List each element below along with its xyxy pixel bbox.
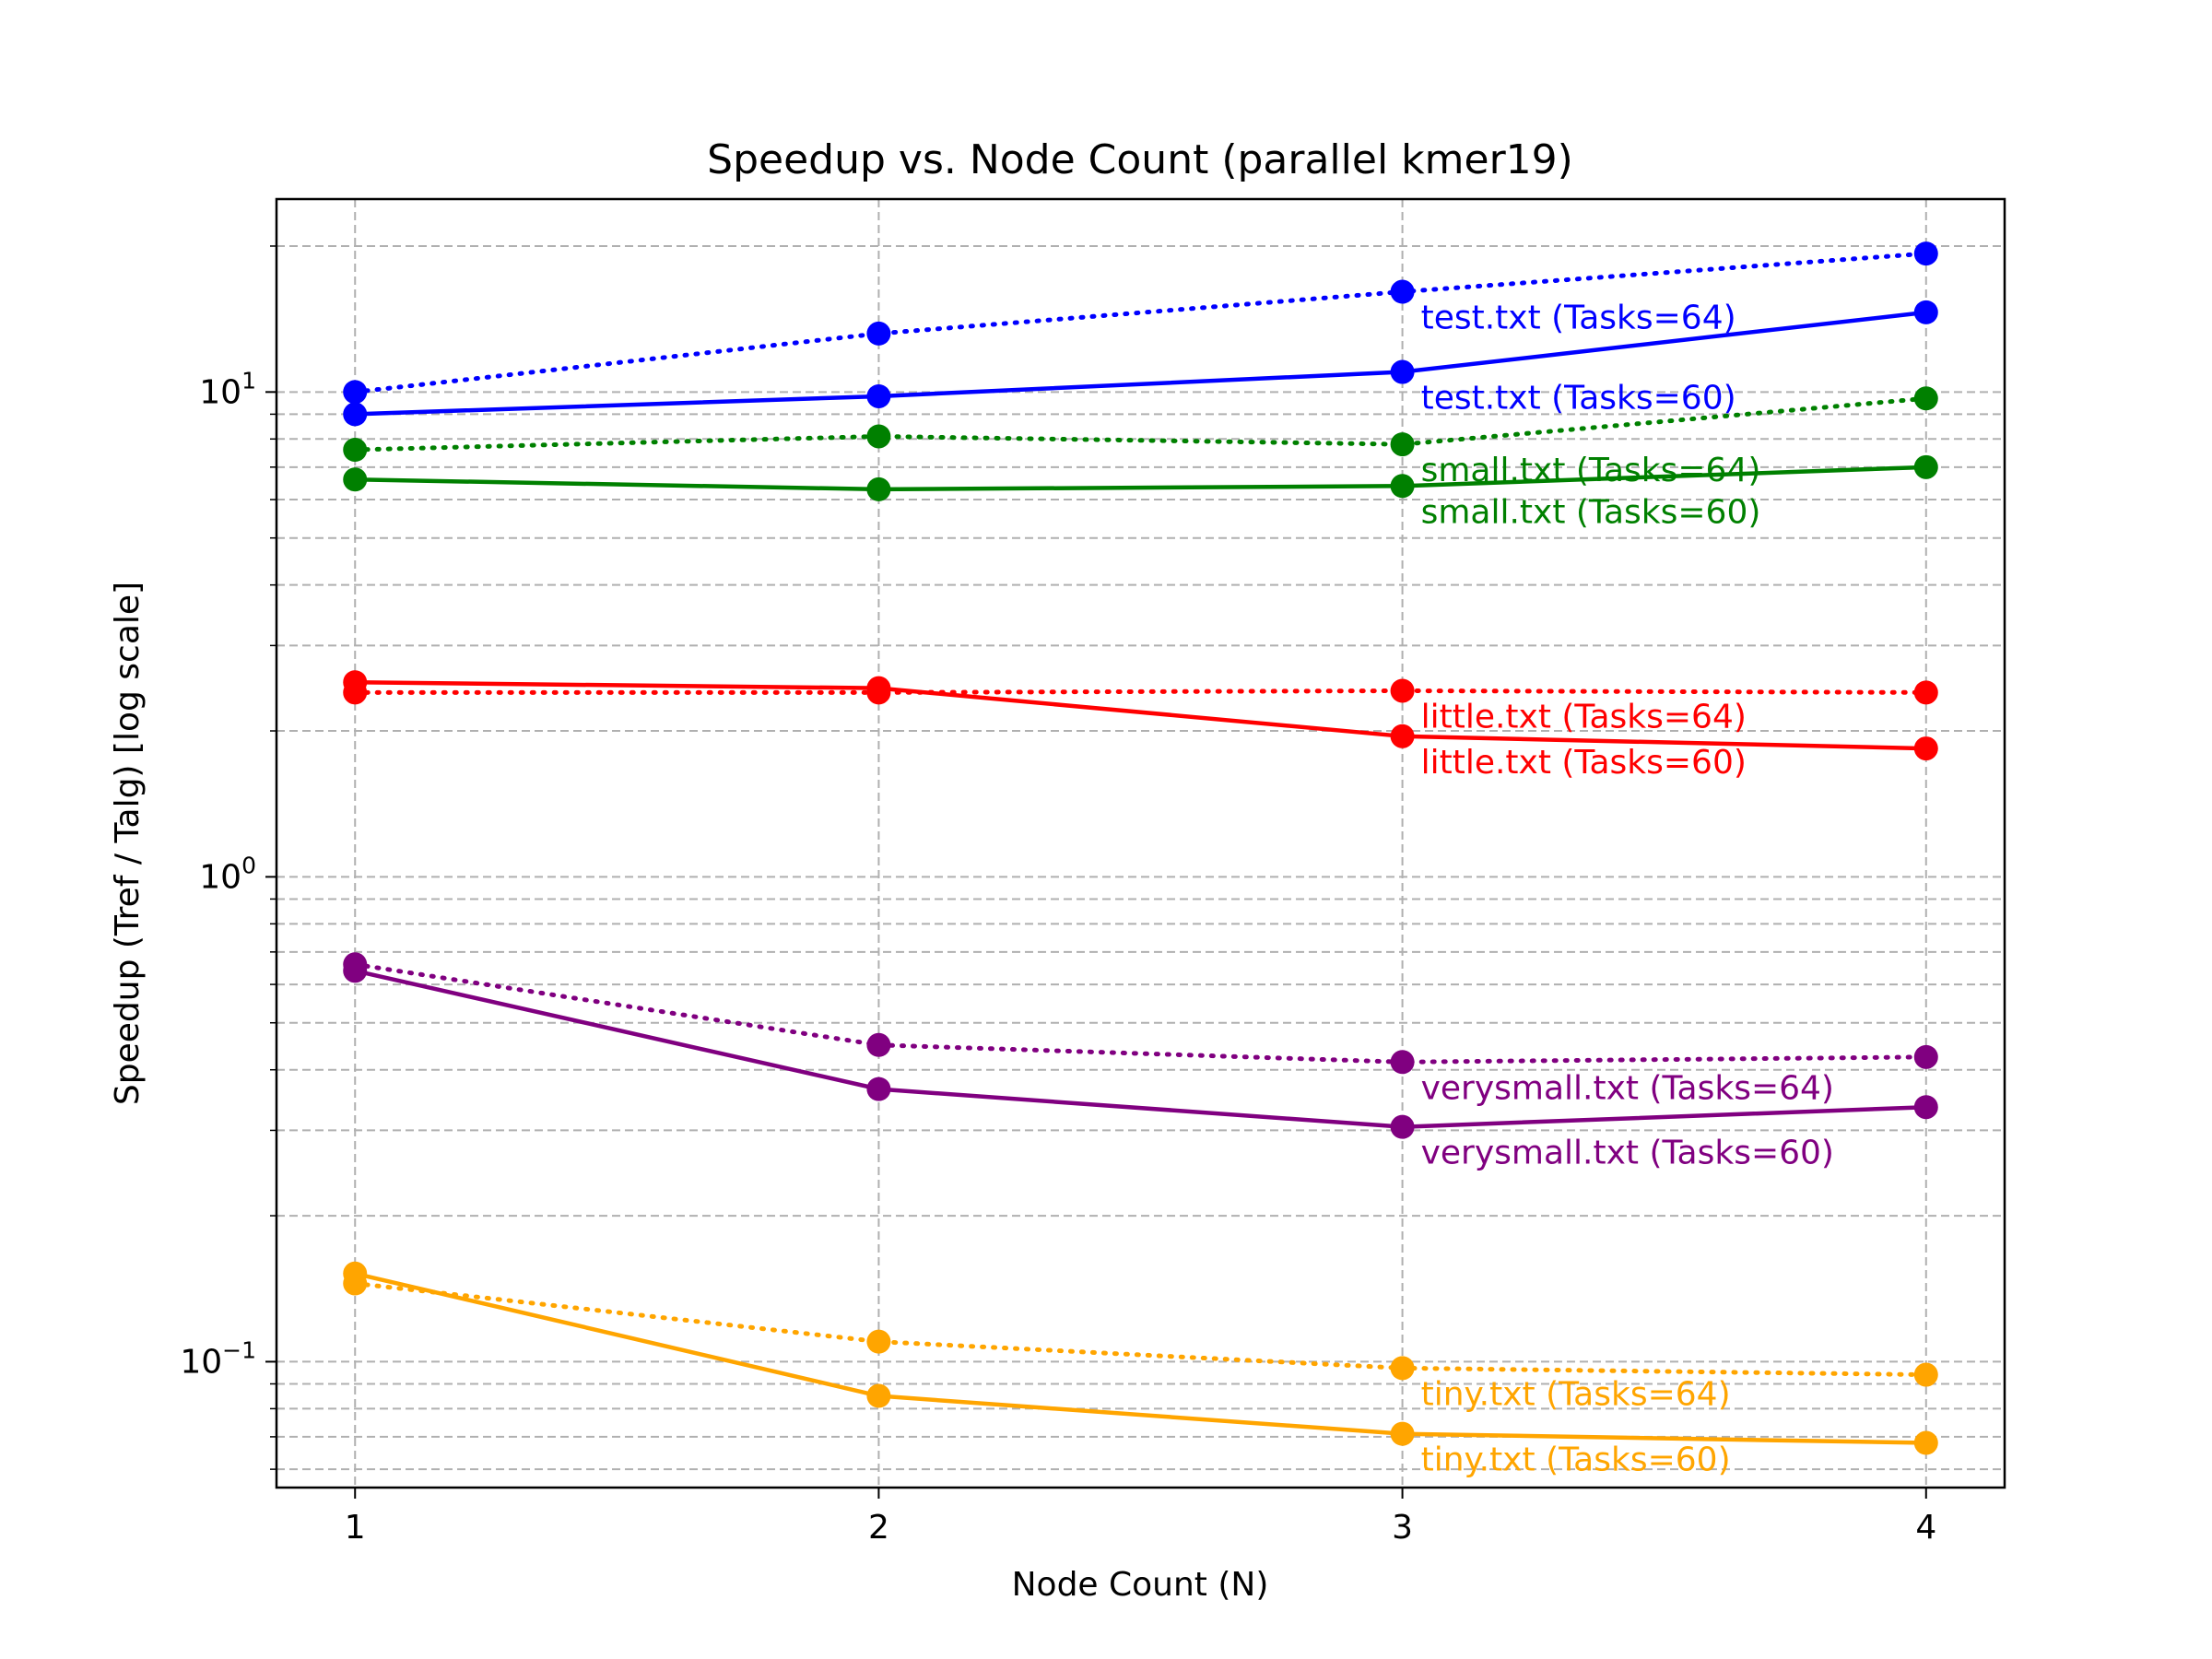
series-line xyxy=(352,961,1929,1065)
y-axis-label: Speedup (Tref / Talg) [log scale] xyxy=(109,582,147,1105)
series-3 xyxy=(343,454,1938,501)
data-point xyxy=(1390,1050,1415,1075)
series-label: test.txt (Tasks=64) xyxy=(1421,300,1736,337)
series-label: verysmall.txt (Tasks=60) xyxy=(1421,1135,1834,1172)
data-point xyxy=(1390,724,1415,748)
data-point xyxy=(866,1032,891,1057)
data-point xyxy=(1913,300,1938,324)
series-label-group: test.txt (Tasks=64) test.txt (Tasks=60) sm… xyxy=(1421,300,1834,1479)
series-5 xyxy=(343,670,1938,761)
data-point xyxy=(1913,241,1938,266)
data-point xyxy=(1390,432,1415,457)
series-line xyxy=(355,310,1927,417)
series-label: small.txt (Tasks=64) xyxy=(1421,452,1761,489)
plot-frame xyxy=(275,197,2006,1489)
series-label: small.txt (Tasks=60) xyxy=(1421,493,1761,531)
data-point xyxy=(1913,736,1938,761)
data-point xyxy=(1390,359,1415,384)
series-label: verysmall.txt (Tasks=64) xyxy=(1421,1069,1834,1107)
data-point xyxy=(1390,1356,1415,1381)
x-axis-label: Node Count (N) xyxy=(1012,1566,1269,1604)
series-line xyxy=(352,1281,1929,1378)
data-point xyxy=(1913,454,1938,479)
series-line xyxy=(355,465,1926,492)
data-point xyxy=(1390,279,1415,304)
x-tick-label: 2 xyxy=(868,1509,889,1547)
series-1 xyxy=(343,300,1938,427)
data-point xyxy=(866,1077,891,1101)
data-point xyxy=(1913,1095,1938,1120)
series-label: test.txt (Tasks=60) xyxy=(1421,380,1736,418)
x-tick-label: 1 xyxy=(345,1509,366,1547)
y-tick-label: 100 xyxy=(199,852,256,896)
x-tick-label: 4 xyxy=(1915,1509,1936,1547)
data-point xyxy=(1390,1421,1415,1446)
series-7 xyxy=(343,959,1938,1139)
grid-lines xyxy=(276,199,2005,1488)
series-label: little.txt (Tasks=60) xyxy=(1421,744,1747,782)
y-tick-base: 10 xyxy=(180,1343,222,1381)
data-point xyxy=(343,380,368,405)
data-point xyxy=(866,1329,891,1354)
data-point xyxy=(343,438,368,463)
series-0 xyxy=(343,241,1938,405)
series-line xyxy=(354,969,1926,1129)
x-axis-ticks: 1 2 3 4 xyxy=(345,1488,1936,1547)
data-point xyxy=(343,467,368,492)
x-tick-label: 3 xyxy=(1392,1509,1413,1547)
data-point xyxy=(866,424,891,449)
y-tick-base: 10 xyxy=(199,373,241,411)
data-point xyxy=(866,321,891,346)
data-point xyxy=(866,1383,891,1408)
series-label: tiny.txt (Tasks=60) xyxy=(1421,1441,1731,1479)
data-point xyxy=(1913,1430,1938,1455)
data-point xyxy=(866,477,891,501)
series-group xyxy=(343,241,1938,1455)
series-line xyxy=(355,679,1926,751)
data-point xyxy=(866,383,891,408)
data-point xyxy=(343,402,368,427)
series-label: tiny.txt (Tasks=64) xyxy=(1421,1375,1731,1413)
y-tick-base: 10 xyxy=(199,858,241,896)
data-point xyxy=(1390,678,1415,703)
y-tick-exponent: 0 xyxy=(241,852,256,878)
series-line xyxy=(354,1271,1926,1445)
series-line xyxy=(352,688,1929,695)
data-point xyxy=(1390,474,1415,499)
y-tick-exponent: −1 xyxy=(222,1336,256,1363)
data-point xyxy=(343,1261,368,1286)
data-point xyxy=(1913,680,1938,705)
y-tick-label: 10−1 xyxy=(180,1336,256,1381)
series-line xyxy=(352,251,1929,394)
data-point xyxy=(343,670,368,695)
series-2 xyxy=(343,386,1938,463)
data-point xyxy=(1913,1362,1938,1387)
data-point xyxy=(1913,386,1938,411)
chart-title: Speedup vs. Node Count (parallel kmer19) xyxy=(707,136,1573,183)
data-point xyxy=(866,676,891,700)
data-point xyxy=(1390,1114,1415,1139)
data-point xyxy=(1913,1044,1938,1069)
series-label: little.txt (Tasks=64) xyxy=(1421,698,1747,735)
series-9 xyxy=(343,1261,1938,1455)
series-line xyxy=(352,395,1929,453)
y-tick-exponent: 1 xyxy=(241,367,256,394)
y-tick-label: 101 xyxy=(199,367,256,411)
data-point xyxy=(343,959,368,983)
